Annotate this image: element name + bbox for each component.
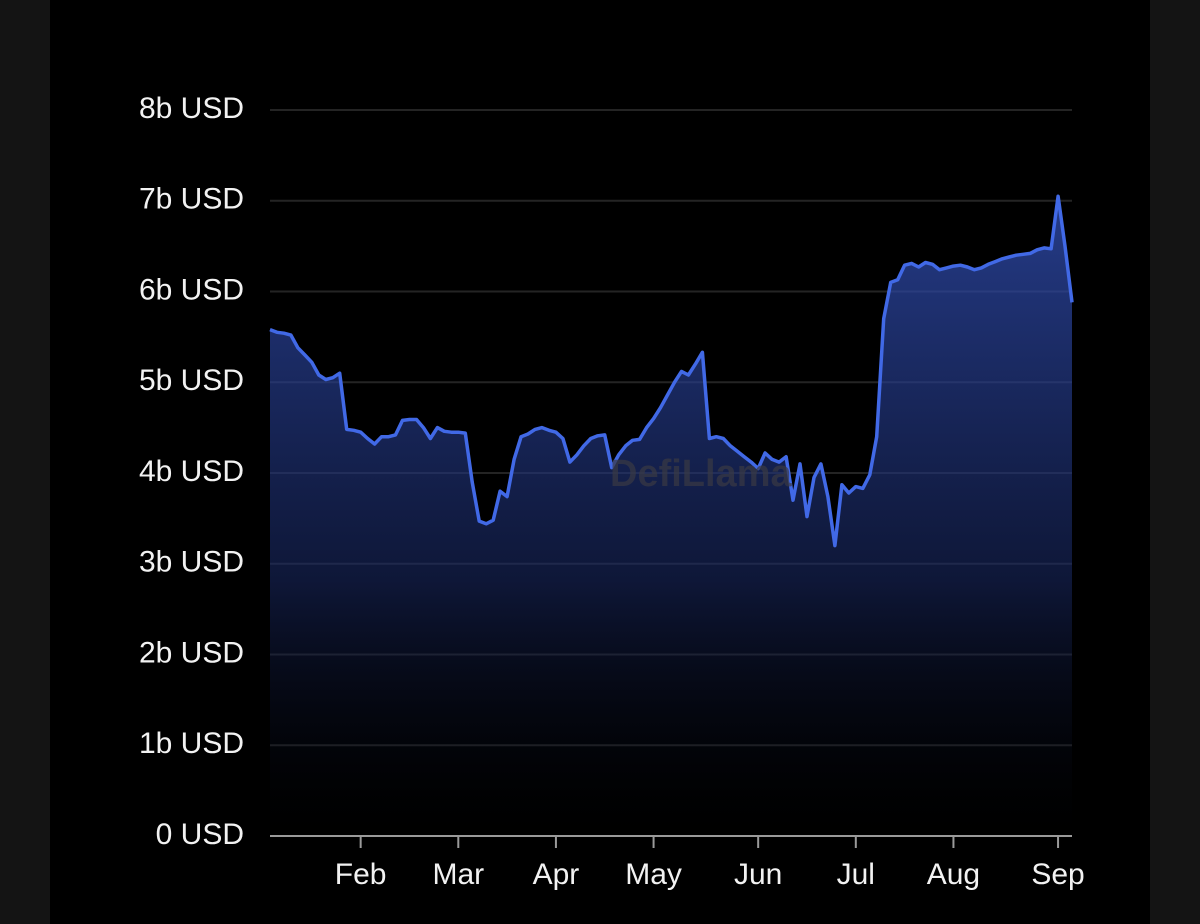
y-tick-label: 0 USD xyxy=(156,818,244,851)
x-tick-label: Mar xyxy=(432,858,484,891)
y-tick-label: 3b USD xyxy=(139,546,244,579)
watermark: DefiLlama xyxy=(610,453,792,495)
x-tick-label: Jun xyxy=(734,858,782,891)
y-tick-label: 4b USD xyxy=(139,455,244,488)
x-tick-label: Aug xyxy=(927,858,980,891)
area-fill xyxy=(270,196,1072,836)
x-tick-label: Sep xyxy=(1031,858,1084,891)
x-tick-label: Jul xyxy=(837,858,875,891)
y-tick-label: 6b USD xyxy=(139,273,244,306)
y-tick-label: 8b USD xyxy=(139,92,244,125)
x-tick-label: May xyxy=(625,858,682,891)
x-tick-label: Feb xyxy=(335,858,387,891)
x-tick-label: Apr xyxy=(533,858,580,891)
y-tick-label: 2b USD xyxy=(139,636,244,669)
y-tick-label: 7b USD xyxy=(139,183,244,216)
area-line xyxy=(269,194,1074,548)
y-tick-label: 5b USD xyxy=(139,364,244,397)
y-tick-label: 1b USD xyxy=(139,727,244,760)
